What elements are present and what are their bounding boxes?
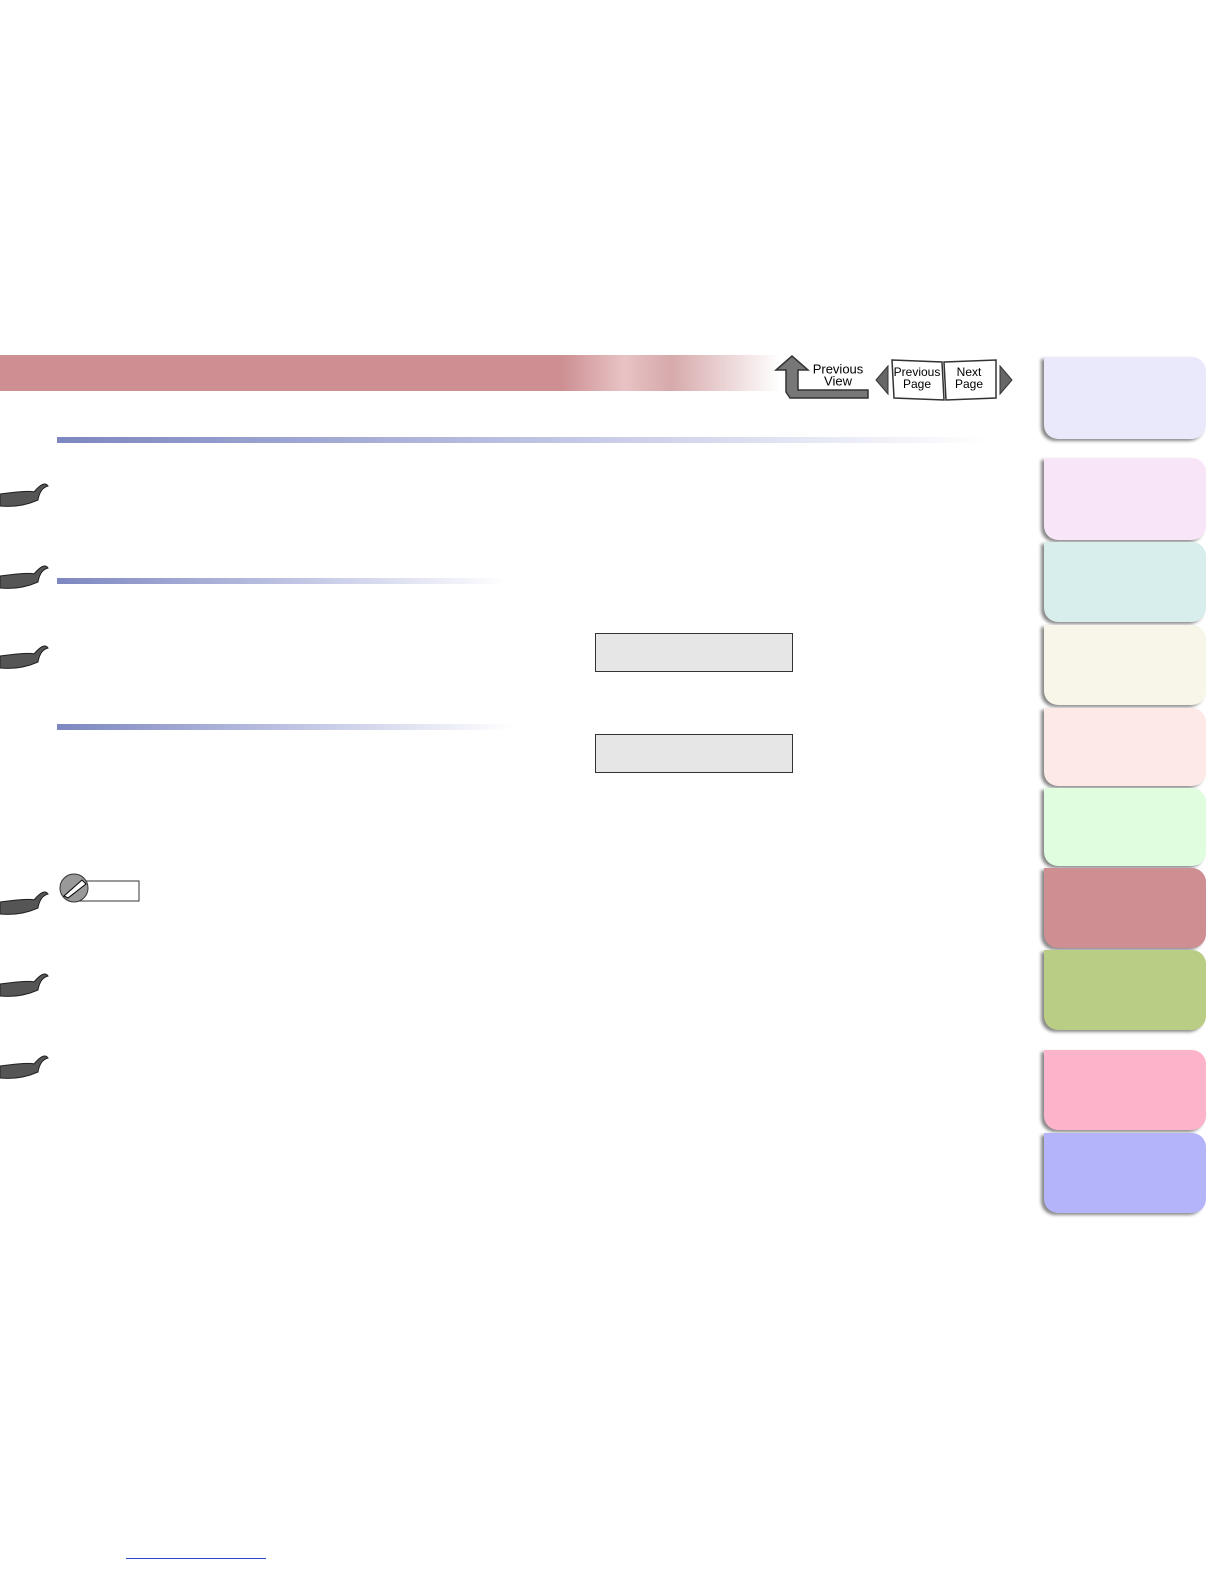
previous-view-line: Previous (813, 361, 864, 376)
section-tab[interactable] (1044, 357, 1206, 439)
next-page-line: Page (955, 377, 983, 391)
section-tab[interactable] (1044, 788, 1206, 866)
next-page-line: Next (957, 365, 982, 379)
footer-link-line (126, 1558, 266, 1559)
section-rule (57, 578, 507, 584)
display-box (595, 734, 793, 773)
previous-page-button[interactable]: Previous Page (875, 359, 945, 401)
note-icon (59, 873, 140, 903)
section-rule (57, 724, 512, 730)
previous-page-line: Page (903, 377, 931, 391)
section-tab-active[interactable] (1044, 868, 1206, 948)
previous-page-line: Previous (894, 365, 941, 379)
section-tab[interactable] (1044, 1050, 1206, 1130)
display-box (595, 633, 793, 672)
section-tab[interactable] (1044, 458, 1206, 540)
nav-buttons: Previous View Previous Page Next Page (774, 355, 1013, 401)
section-tab[interactable] (1044, 1133, 1206, 1213)
section-tab[interactable] (1044, 625, 1206, 705)
previous-view-button[interactable]: Previous View (774, 355, 869, 399)
section-tab[interactable] (1044, 950, 1206, 1030)
header-band (0, 355, 780, 391)
section-rule (57, 437, 987, 443)
section-tab[interactable] (1044, 542, 1206, 622)
next-page-button[interactable]: Next Page (943, 359, 1013, 401)
section-tab[interactable] (1044, 708, 1206, 786)
binder-rings (0, 483, 49, 1079)
previous-view-line: View (824, 373, 853, 388)
